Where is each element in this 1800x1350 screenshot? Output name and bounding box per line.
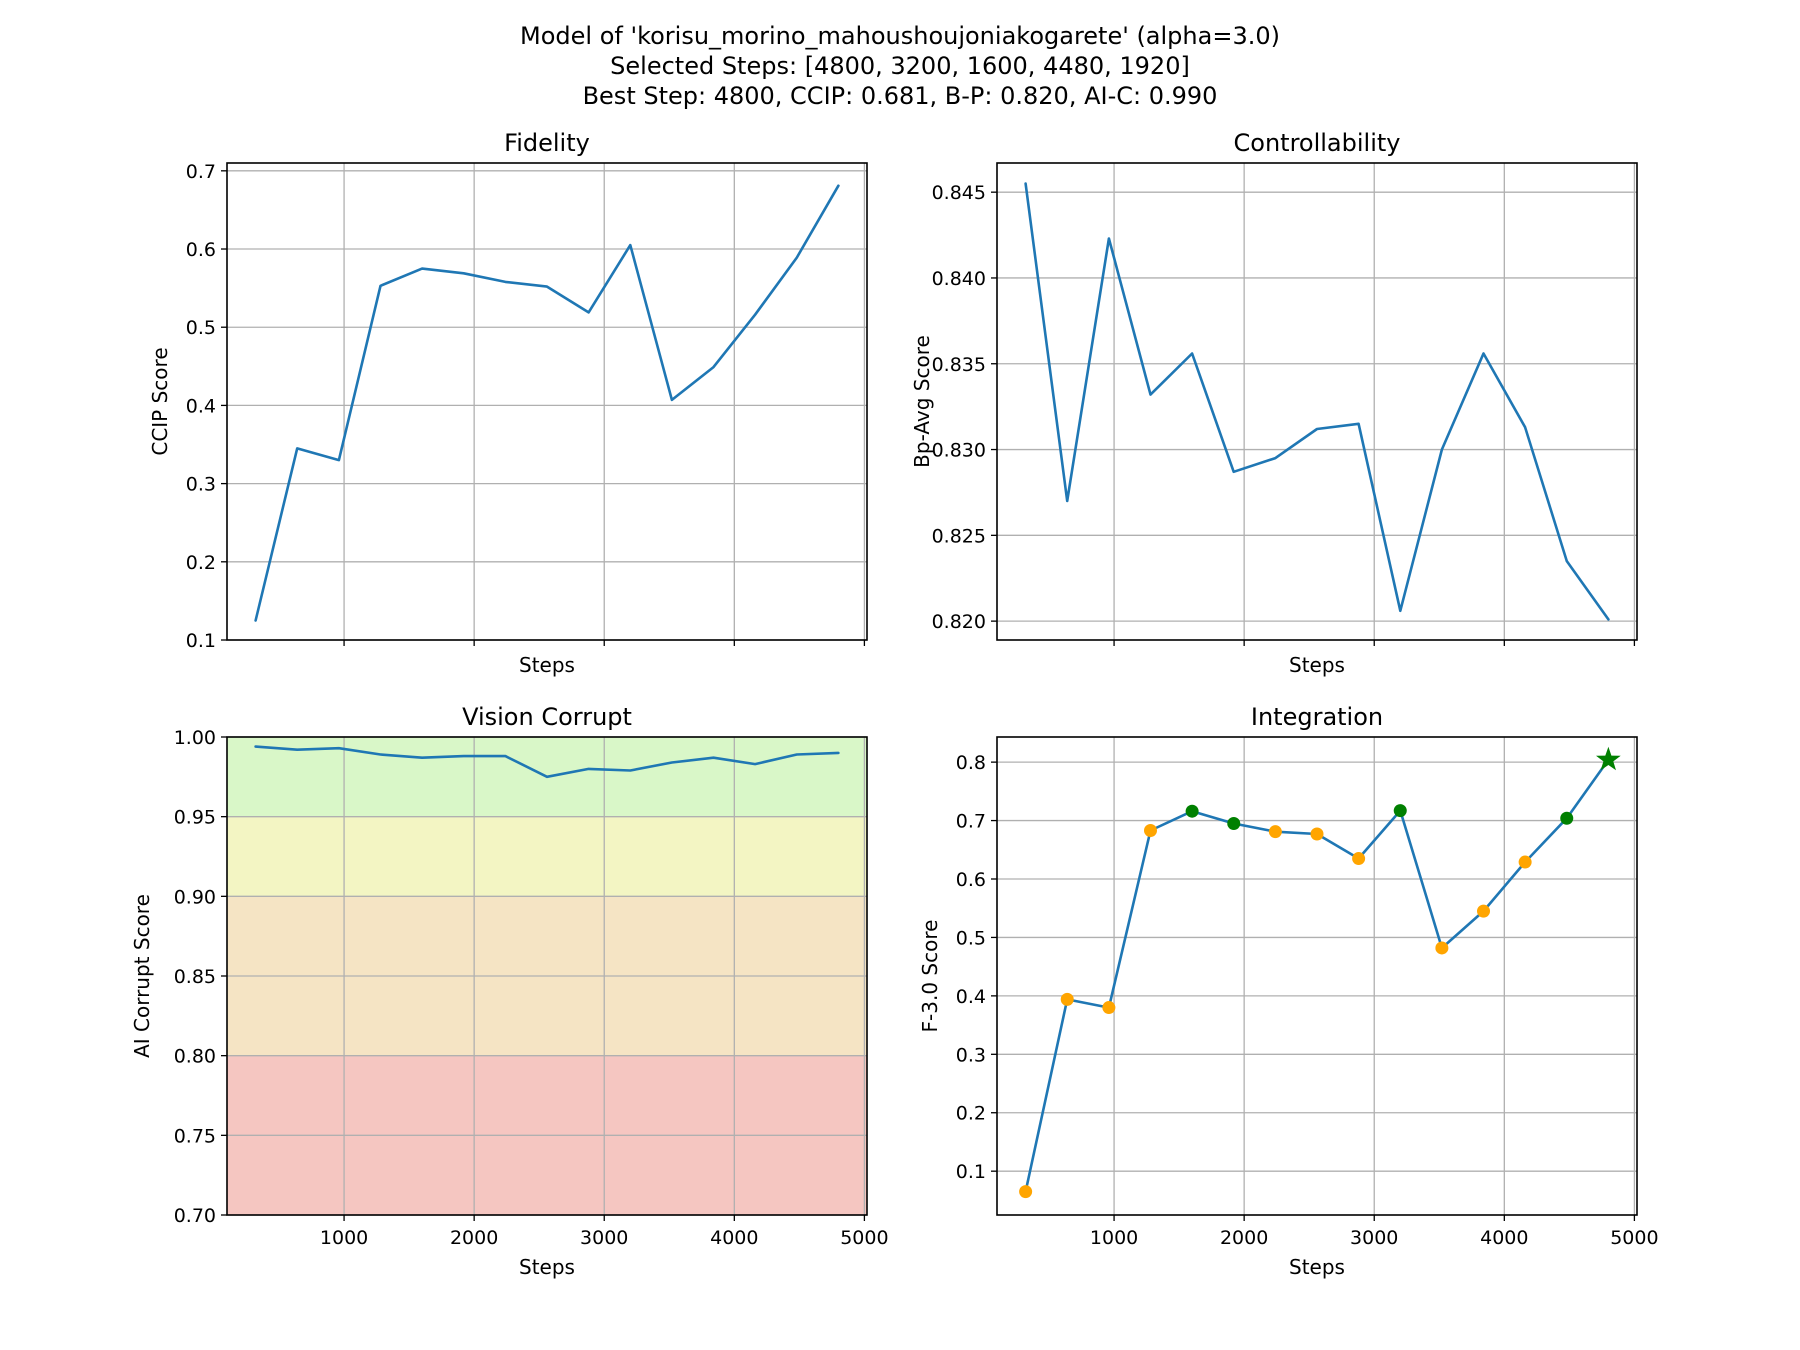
vision-corrupt-ytick-label: 0.85 [174,966,216,988]
vision-corrupt-xtick-label: 5000 [840,1227,888,1249]
integration-point-normal [1268,825,1282,839]
integration-ytick-label: 0.3 [956,1044,986,1066]
integration-point-normal [1019,1185,1033,1199]
integration-point-normal [1143,823,1157,837]
integration-frame [996,736,1638,1216]
fidelity-ytick-label: 0.4 [186,395,216,417]
vision-corrupt-ylabel: AI Corrupt Score [130,894,154,1058]
controllability-xlabel: Steps [1289,653,1345,677]
controllability-panel: 0.820 0.825 0.830 0.835 0.840 0.845 Controllab… [910,129,1638,677]
integration-ytick-label: 0.2 [956,1103,986,1125]
integration-point-selected [1185,804,1199,818]
integration-point-selected [1560,811,1574,825]
integration-ytick-label: 0.4 [956,986,986,1008]
integration-point-normal [1060,992,1074,1006]
integration-title: Integration [1251,703,1383,731]
vision-corrupt-band-1 [227,816,867,897]
integration-ytick-label: 0.8 [956,752,986,774]
subplot-grid: 0.1 0.2 0.3 0.4 0.5 0.6 0.7 Fidelity Steps CCIP S… [130,129,1659,1279]
controllability-ytick-label: 0.840 [932,268,986,290]
controllability-frame [996,162,1638,641]
controllability-title: Controllability [1234,129,1401,157]
vision-corrupt-xtick-label: 1000 [320,1227,368,1249]
integration-point-normal [1310,827,1324,841]
integration-grid [997,737,1637,1215]
controllability-ylabel: Bp-Avg Score [910,335,934,468]
integration-xlabel: Steps [1289,1255,1345,1279]
vision-corrupt-xlabel: Steps [519,1255,575,1279]
vision-corrupt-xtick-label: 2000 [450,1227,498,1249]
integration-ytick-label: 0.5 [956,927,986,949]
integration-xtick-label: 1000 [1090,1227,1138,1249]
integration-ytick-label: 0.6 [956,869,986,891]
integration-xtick-label: 2000 [1220,1227,1268,1249]
controllability-ytick-label: 0.845 [932,182,986,204]
vision-corrupt-ytick-label: 0.80 [174,1046,216,1068]
fidelity-ytick-label: 0.7 [186,161,216,183]
figure-title-line-3: Best Step: 4800, CCIP: 0.681, B-P: 0.820… [583,82,1218,110]
controllability-ytick-label: 0.835 [932,354,986,376]
fidelity-frame [226,162,868,641]
integration-point-normal [1477,904,1491,918]
fidelity-ytick-label: 0.5 [186,317,216,339]
controllability-ytick-label: 0.820 [932,611,986,633]
controllability-grid [997,163,1637,640]
integration-point-normal [1518,855,1532,869]
integration-point-selected [1227,816,1241,830]
fidelity-panel: 0.1 0.2 0.3 0.4 0.5 0.6 0.7 Fidelity Steps CCIP S… [148,129,868,677]
integration-ytick-label: 0.1 [956,1161,986,1183]
vision-corrupt-series-line [254,745,840,779]
integration-ylabel: F-3.0 Score [918,920,942,1033]
vision-corrupt-ytick-label: 0.90 [174,886,216,908]
integration-xtick-label: 3000 [1350,1227,1398,1249]
fidelity-ytick-label: 0.1 [186,630,216,652]
fidelity-title: Fidelity [504,129,590,157]
fidelity-ytick-label: 0.3 [186,474,216,496]
figure-title-line-2: Selected Steps: [4800, 3200, 1600, 4480,… [610,52,1190,80]
integration-point-selected [1393,804,1407,818]
integration-point-normal [1102,1001,1116,1015]
vision-corrupt-ytick-label: 0.75 [174,1125,216,1147]
vision-corrupt-title: Vision Corrupt [462,703,632,731]
integration-xtick-label: 4000 [1480,1227,1528,1249]
integration-panel: 1000 2000 3000 4000 5000 0.1 0.2 0.3 0.4 0.5 0.6 0.… [918,703,1659,1279]
vision-corrupt-ytick-label: 1.00 [174,727,216,749]
integration-point-normal [1435,941,1449,955]
fidelity-ytick-label: 0.2 [186,552,216,574]
fidelity-grid [227,163,867,641]
vision-corrupt-xtick-label: 4000 [710,1227,758,1249]
vision-corrupt-xtick-label: 3000 [580,1227,628,1249]
figure-title-line-1: Model of 'korisu_morino_mahoushoujoniako… [520,22,1280,50]
fidelity-xlabel: Steps [519,653,575,677]
integration-ytick-label: 0.7 [956,811,986,833]
vision-corrupt-ytick-label: 0.95 [174,807,216,829]
controllability-ytick-label: 0.825 [932,525,986,547]
fidelity-ytick-label: 0.6 [186,239,216,261]
integration-point-normal [1352,852,1366,866]
integration-xtick-label: 5000 [1610,1227,1658,1249]
integration-best-step-star [1596,746,1621,771]
controllability-series-line [1024,182,1610,621]
controllability-ytick-label: 0.830 [932,440,986,462]
figure-title: Model of 'korisu_morino_mahoushoujoniako… [520,22,1280,110]
vision-corrupt-ytick-label: 0.70 [174,1205,216,1227]
vision-corrupt-panel: 1000 2000 3000 4000 5000 0.70 0.75 0.80 0.85 0.90… [130,703,889,1279]
fidelity-series-line [254,184,840,622]
fidelity-ylabel: CCIP Score [148,347,172,455]
